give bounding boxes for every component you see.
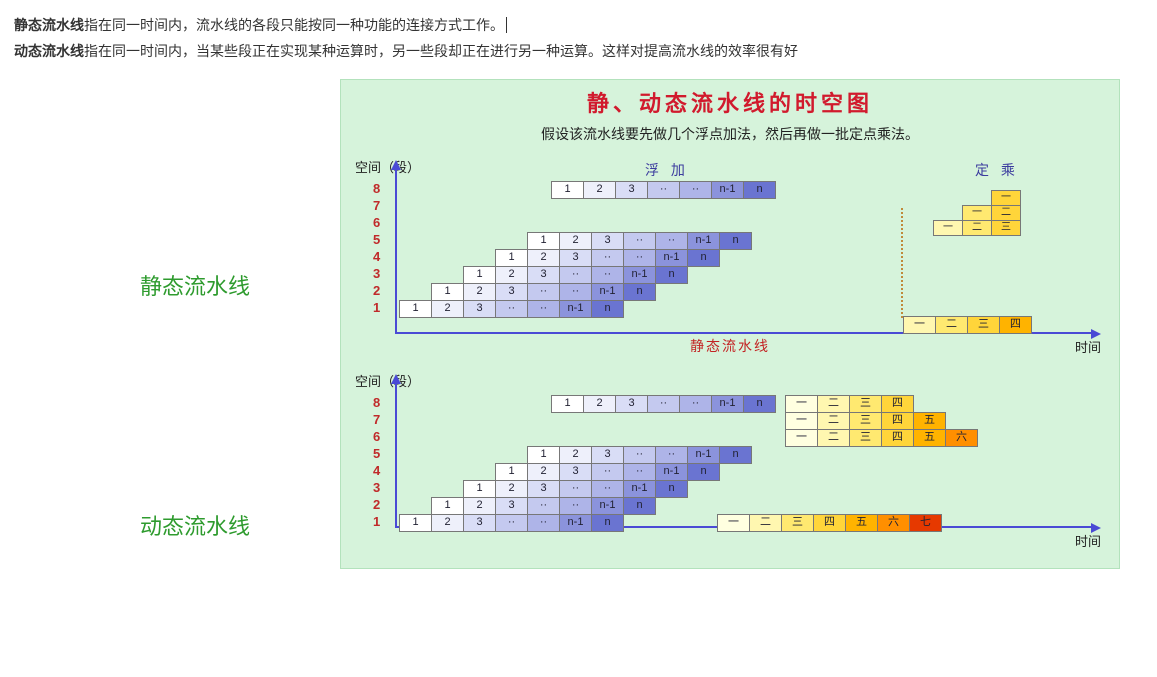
term-static: 静态流水线 [14, 17, 84, 33]
yellow-row-dynamic: 一二三四五六七 [717, 514, 942, 532]
def-static: 指在同一时间内，流水线的各段只能按同一种功能的连接方式工作。 [84, 17, 504, 33]
divider-dotted [901, 208, 903, 318]
pyramid-static: 123····n-1n123····n-1n123····n-1n123····… [399, 232, 752, 318]
y-axis-label: 空间（段） [355, 157, 420, 176]
x-axis-label: 时间 [1075, 337, 1101, 356]
caption-static: 静态流水线 [690, 336, 770, 356]
paragraph-static: 静态流水线指在同一时间内，流水线的各段只能按同一种功能的连接方式工作。 [14, 14, 1157, 36]
text-cursor [506, 17, 507, 33]
figure-title: 静、动态流水线的时空图 [355, 86, 1105, 118]
y-ticks: 8 7 6 5 4 3 2 1 [373, 180, 380, 316]
paragraph-dynamic: 动态流水线指在同一时间内，当某些段正在实现某种运算时，另一些段却正在进行另一种运… [14, 40, 1157, 62]
stage8-row: 123····n-1n [551, 181, 776, 199]
y-axis-line [395, 168, 397, 334]
y-axis-label-2: 空间（段） [355, 371, 420, 390]
mini-pyramid: 一一二一二三 [933, 190, 1021, 236]
term-dynamic: 动态流水线 [14, 43, 84, 59]
chart-static: 空间（段） 时间 8 7 6 5 4 3 2 1 浮 加 定 乘 123····… [355, 154, 1105, 354]
pyramid-dynamic: 123····n-1n123····n-1n123····n-1n123····… [399, 446, 752, 532]
chart-dynamic: 空间（段） 时间 8 7 6 5 4 3 2 1 123····n-1n 一二三… [355, 368, 1105, 548]
figure-subtitle: 假设该流水线要先做几个浮点加法，然后再做一批定点乘法。 [355, 124, 1105, 144]
yellow-row-static: 一二三四 [903, 316, 1032, 334]
x-axis-label-2: 时间 [1075, 531, 1101, 550]
def-dynamic: 指在同一时间内，当某些段正在实现某种运算时，另一些段却正在进行另一种运算。这样对… [84, 43, 798, 59]
side-label-dynamic: 动态流水线 [140, 509, 250, 541]
stage8-row-dyn: 123····n-1n [551, 395, 776, 413]
figure: 静、动态流水线的时空图 假设该流水线要先做几个浮点加法，然后再做一批定点乘法。 … [340, 79, 1120, 569]
yellow-top-dyn: 一二三四一二三四五一二三四五六 [785, 395, 978, 447]
label-fixed-mul: 定 乘 [975, 160, 1019, 180]
y-axis-line-2 [395, 382, 397, 528]
label-float-add: 浮 加 [645, 160, 689, 180]
y-ticks-2: 8 7 6 5 4 3 2 1 [373, 394, 380, 530]
side-label-static: 静态流水线 [140, 269, 250, 301]
